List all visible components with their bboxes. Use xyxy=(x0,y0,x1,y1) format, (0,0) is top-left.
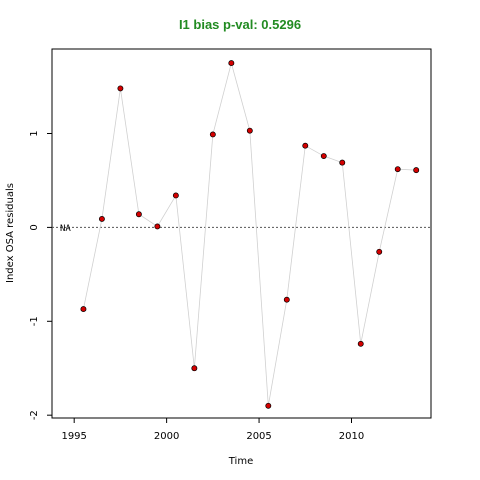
data-point xyxy=(80,306,87,313)
y-tick-label: -2 xyxy=(29,410,40,420)
data-point xyxy=(394,166,401,173)
x-tick-label: 2000 xyxy=(154,431,179,442)
data-point xyxy=(191,365,198,372)
data-point xyxy=(172,192,179,199)
data-point xyxy=(302,142,309,149)
data-point xyxy=(283,296,290,303)
data-point xyxy=(117,85,124,92)
residual-connector-line xyxy=(83,61,417,406)
x-tick-label: 2010 xyxy=(339,431,364,442)
chart-title: I1 bias p-val: 0.5296 xyxy=(179,17,301,32)
data-point xyxy=(154,223,161,230)
data-point xyxy=(339,159,346,166)
x-tick-label: 1995 xyxy=(61,431,86,442)
y-tick-label: 1 xyxy=(29,130,40,136)
x-axis-label: Time xyxy=(228,456,253,467)
data-point xyxy=(209,131,216,138)
y-tick-label: 0 xyxy=(29,224,40,230)
data-point xyxy=(376,248,383,255)
data-point xyxy=(357,340,364,347)
x-tick-label: 2005 xyxy=(246,431,271,442)
data-point xyxy=(265,402,272,409)
residual-points xyxy=(80,60,420,409)
y-axis: -2 -1 0 1 xyxy=(29,130,52,420)
x-axis: 1995 2000 2005 2010 xyxy=(61,418,364,442)
data-point xyxy=(413,167,420,174)
y-axis-label: Index OSA residuals xyxy=(5,183,16,283)
na-annotation: NA xyxy=(60,224,71,234)
data-point xyxy=(246,127,253,134)
y-tick-label: -1 xyxy=(29,316,40,326)
data-point xyxy=(320,153,327,159)
data-point xyxy=(135,211,142,218)
plot-area-border xyxy=(51,48,432,419)
data-point xyxy=(98,215,105,222)
data-point xyxy=(228,60,235,67)
